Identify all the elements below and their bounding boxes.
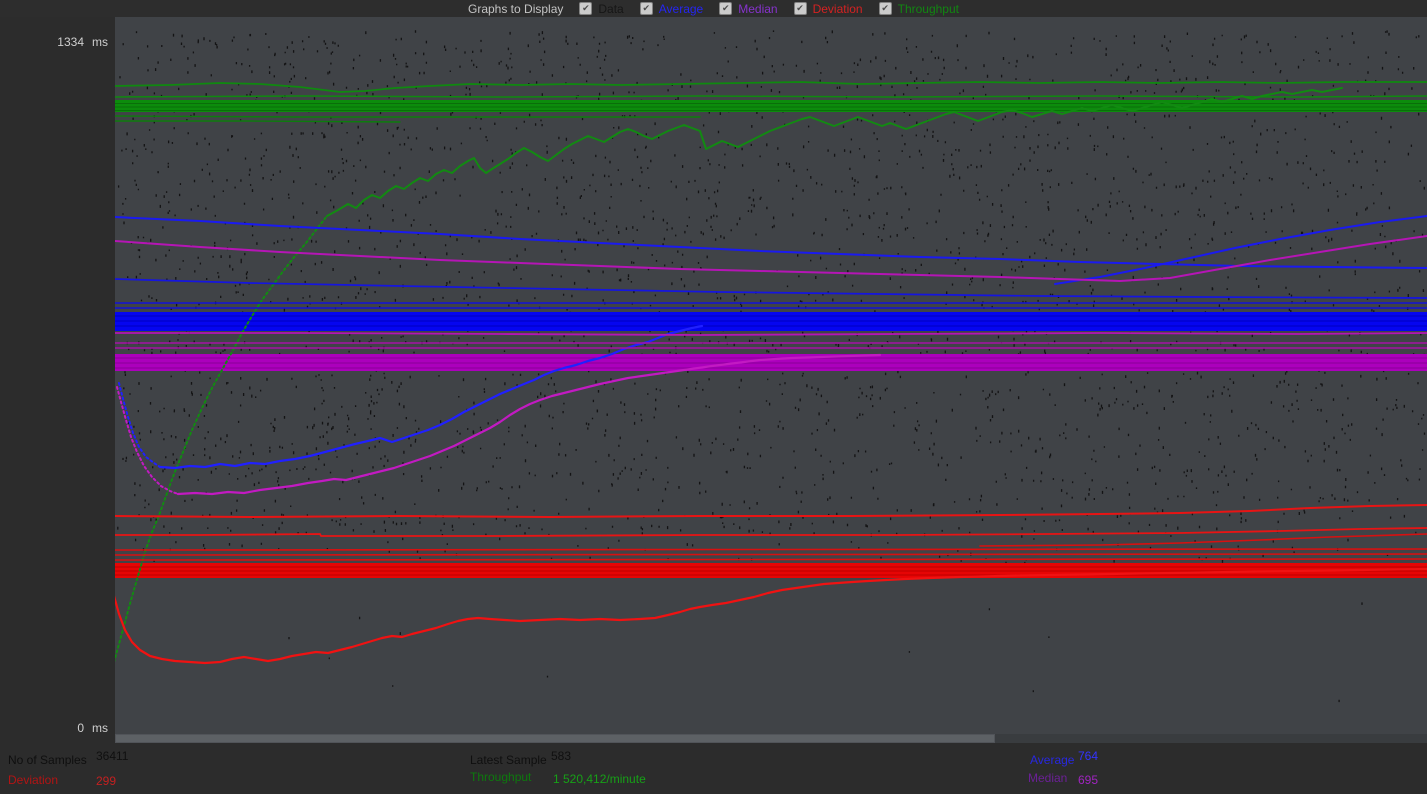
series-median-top-trace — [115, 235, 1427, 282]
checkmark-icon: ✔ — [793, 2, 807, 15]
horizontal-scrollbar[interactable] — [115, 734, 1427, 743]
chart-svg — [115, 17, 1427, 734]
checkbox-label: Data — [598, 1, 624, 16]
checkbox-label: Deviation — [812, 1, 863, 16]
series-deviation-trace-4 — [115, 553, 1427, 556]
series-deviation-trace-5 — [115, 558, 1427, 561]
series-throughput-trace-4 — [115, 120, 401, 123]
series-deviation-top-trace — [115, 504, 1427, 518]
checkmark-icon: ✔ — [878, 2, 892, 15]
series-median-current-rise — [176, 353, 882, 496]
y-axis-unit-bottom: ms — [92, 721, 108, 735]
deviation-label: Deviation — [8, 773, 59, 787]
average-value: 764 — [1078, 749, 1099, 763]
throughput-value: 1 520,412/minute — [553, 772, 646, 786]
average-label: Average — [1030, 753, 1075, 767]
checkmark-icon: ✔ — [579, 2, 593, 15]
latest-sample-value: 583 — [551, 749, 572, 763]
series-average-rising-right — [1054, 215, 1427, 285]
median-value: 695 — [1078, 773, 1099, 787]
series-throughput-top-trace — [115, 81, 1427, 93]
scrollbar-thumb[interactable] — [115, 734, 995, 743]
checkbox-label: Average — [658, 1, 704, 16]
series-median-startup-drop — [116, 386, 179, 495]
series-throughput-trace-3 — [115, 115, 701, 118]
y-axis-max-label: 1334 ms — [40, 35, 108, 49]
series-deviation-trace-2b — [979, 533, 1427, 547]
series-average-top-trace — [115, 216, 1427, 269]
y-axis-max-value: 1334 — [57, 35, 84, 49]
checkbox-label: Median — [738, 1, 778, 16]
checkbox-deviation[interactable]: ✔ Deviation — [793, 1, 863, 16]
series-throughput-trace-2 — [115, 95, 1427, 98]
checkbox-median[interactable]: ✔ Median — [719, 1, 778, 16]
series-deviation-trace-2 — [115, 527, 1427, 537]
checkmark-icon: ✔ — [639, 2, 653, 15]
series-deviation-trace-3 — [115, 548, 1427, 551]
graphs-to-display-label: Graphs to Display — [468, 1, 564, 16]
checkbox-label: Throughput — [897, 1, 959, 16]
y-axis-unit-top: ms — [92, 35, 108, 49]
series-deviation-current-rise — [115, 567, 1427, 665]
series-average-startup-drop — [118, 382, 161, 468]
y-axis-min-value: 0 — [77, 721, 84, 735]
series-average-trace-3 — [115, 278, 1427, 299]
checkbox-throughput[interactable]: ✔ Throughput — [878, 1, 959, 16]
latest-sample-label: Latest Sample — [470, 753, 547, 767]
checkmark-icon: ✔ — [719, 2, 733, 15]
deviation-value: 299 — [96, 774, 117, 788]
checkbox-average[interactable]: ✔ Average — [639, 1, 704, 16]
series-median-trace-2 — [115, 332, 1427, 336]
graph-display-controls: Graphs to Display ✔ Data ✔ Average ✔ Median ✔ D… — [0, 0, 1427, 17]
graph-canvas — [115, 17, 1427, 734]
throughput-label: Throughput — [470, 770, 532, 784]
y-axis-min-label: 0 ms — [40, 721, 108, 735]
checkbox-data[interactable]: ✔ Data — [579, 1, 624, 16]
graph-checkbox-row: ✔ Data ✔ Average ✔ Median ✔ Deviation ✔ Throughpu… — [579, 2, 959, 16]
no-of-samples-label: No of Samples — [8, 753, 87, 767]
series-throughput-startup-climb — [115, 215, 328, 663]
series-throughput-current-rise — [326, 87, 1343, 217]
median-label: Median — [1028, 771, 1068, 785]
no-of-samples-value: 36411 — [96, 749, 129, 763]
series-average-current-rise — [158, 324, 704, 470]
